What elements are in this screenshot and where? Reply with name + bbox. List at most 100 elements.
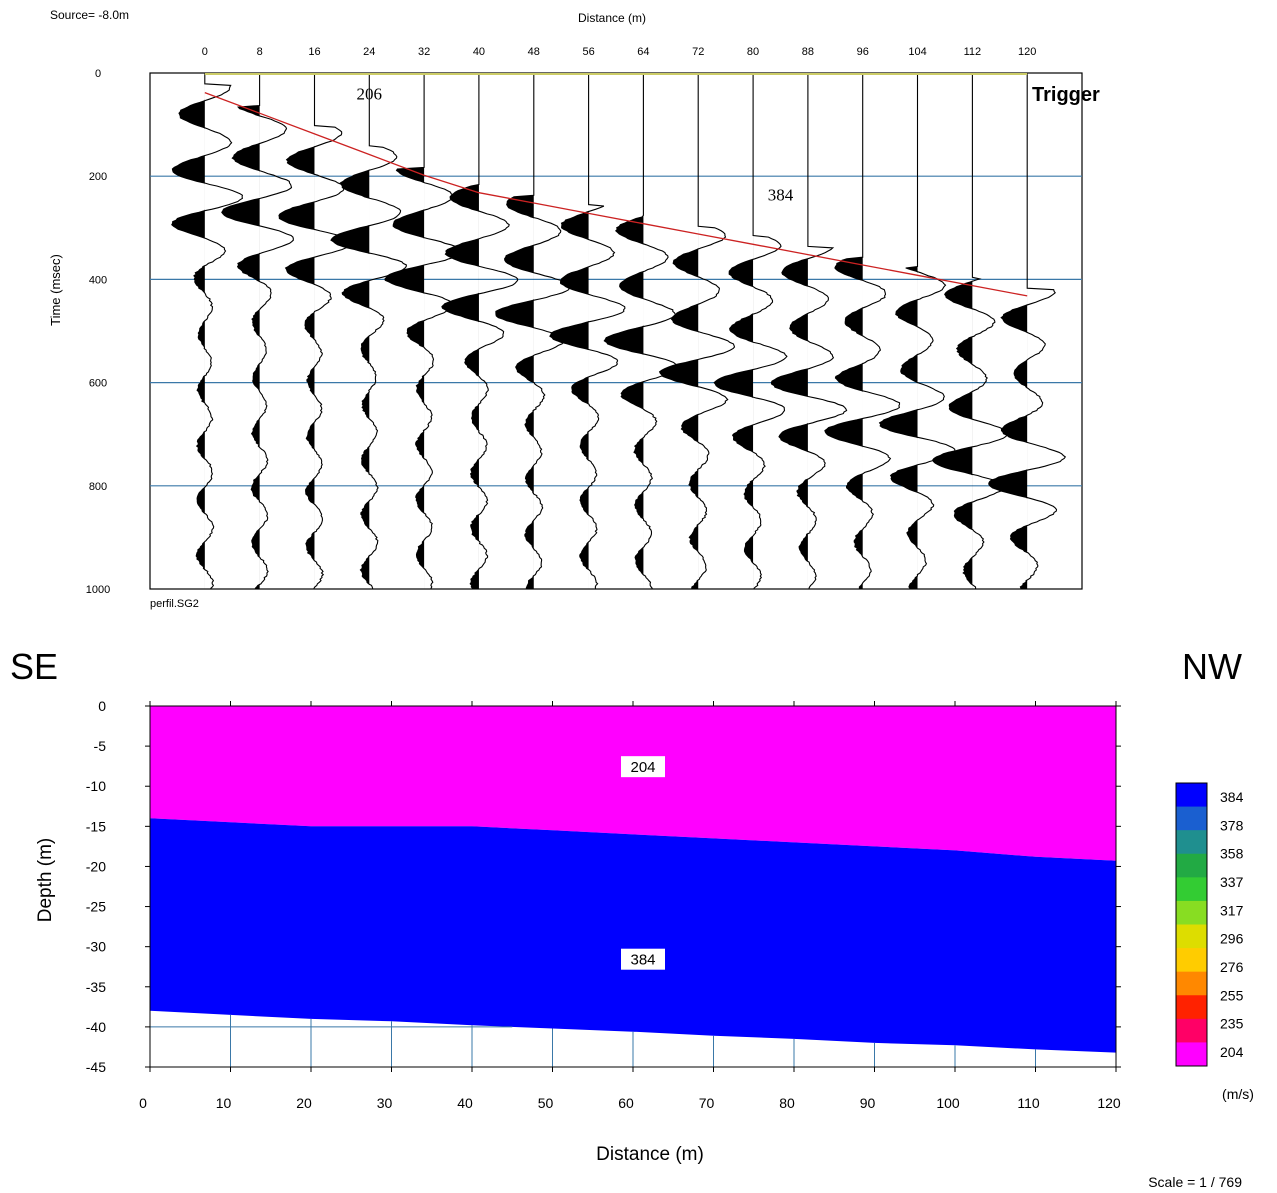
seismogram-x-tick: 8 — [257, 46, 263, 58]
model-y-tick: -35 — [86, 979, 106, 995]
seismogram-x-tick-labels: 0 8 16 24 32 40 48 56 64 72 80 88 96 104 112 120 — [202, 46, 1037, 58]
model-y-tick: -30 — [86, 939, 106, 955]
seismic-trace — [824, 73, 901, 589]
velocity-layers — [150, 706, 1116, 1053]
model-x-tick: 10 — [216, 1095, 232, 1111]
seismogram-y-tick: 800 — [89, 481, 107, 493]
trace-fill — [221, 73, 260, 589]
seismogram-x-axis-label: Distance (m) — [578, 11, 646, 25]
seismogram-x-tick: 40 — [473, 46, 485, 58]
trace-fill — [659, 73, 699, 589]
seismic-trace — [171, 73, 244, 589]
seismic-trace — [278, 73, 354, 589]
model-axes — [145, 701, 1121, 1072]
trace-fill — [604, 73, 644, 589]
trace-waveform — [441, 73, 519, 589]
seismogram-x-tick: 32 — [418, 46, 430, 58]
colorbar-label: 204 — [1220, 1044, 1244, 1060]
colorbar-unit-label: (m/s) — [1222, 1086, 1254, 1102]
colorbar-label: 255 — [1220, 987, 1244, 1003]
colorbar-label: 235 — [1220, 1016, 1244, 1032]
model-y-tick: 0 — [98, 698, 106, 714]
seismogram-x-tick: 48 — [528, 46, 540, 58]
model-x-tick: 70 — [699, 1095, 715, 1111]
model-x-tick: 60 — [618, 1095, 634, 1111]
colorbar-segment — [1176, 853, 1207, 878]
seismic-trace — [658, 73, 736, 589]
trace-fill — [932, 73, 973, 589]
seismogram-y-tick: 0 — [95, 68, 101, 80]
colorbar-frame — [1175, 782, 1208, 1067]
layer-velocity-labels: 204 384 — [621, 756, 665, 970]
model-x-tick: 50 — [538, 1095, 554, 1111]
colorbar-label: 358 — [1220, 846, 1244, 862]
trace-waveform — [330, 73, 407, 589]
trace-fill — [714, 73, 754, 589]
trace-waveform — [278, 73, 354, 589]
trace-fill — [171, 73, 205, 589]
trace-waveform — [549, 73, 626, 589]
seismogram-x-tick: 80 — [747, 46, 759, 58]
seismogram-velocity-label: 384 — [768, 185, 794, 204]
seismic-trace — [932, 73, 1008, 589]
model-y-tick: -20 — [86, 858, 106, 874]
colorbar-segment — [1176, 924, 1207, 949]
direction-right-label: NW — [1182, 646, 1242, 687]
seismogram-y-tick: 200 — [89, 171, 107, 183]
seismic-trace — [441, 73, 519, 589]
trace-waveform — [713, 73, 788, 589]
trace-waveform — [824, 73, 901, 589]
seismogram-x-tick: 104 — [908, 46, 926, 58]
model-y-tick: -10 — [86, 778, 106, 794]
velocity-model-panel: 0 10 20 30 40 50 60 70 80 90 100 110 120 0 -5 -10 -15 -2… — [35, 698, 1254, 1190]
scale-label: Scale = 1 / 769 — [1148, 1174, 1242, 1190]
seismic-trace — [330, 73, 407, 589]
colorbar-segment — [1176, 783, 1207, 808]
trace-fill — [824, 73, 863, 589]
seismogram-velocity-labels: 206 384 — [357, 85, 794, 205]
model-x-tick: 80 — [779, 1095, 795, 1111]
model-y-tick: -15 — [86, 818, 106, 834]
colorbar-segment — [1176, 806, 1207, 831]
direction-left-label: SE — [10, 646, 58, 687]
trace-waveform — [988, 73, 1067, 589]
model-x-tick: 100 — [936, 1095, 960, 1111]
seismogram-x-tick: 0 — [202, 46, 208, 58]
model-x-tick: 30 — [377, 1095, 393, 1111]
seismic-trace — [988, 73, 1067, 589]
model-x-tick: 120 — [1097, 1095, 1121, 1111]
seismogram-y-tick: 600 — [89, 378, 107, 390]
trace-waveform — [658, 73, 736, 589]
layer-label-box — [621, 756, 665, 778]
trace-waveform — [221, 73, 294, 589]
model-y-tick: -45 — [86, 1059, 106, 1075]
seismic-trace — [603, 73, 680, 589]
seismic-trace — [770, 73, 848, 589]
trace-fill — [331, 73, 370, 589]
model-x-tick: 90 — [860, 1095, 876, 1111]
layer-label-box — [621, 948, 665, 970]
seismogram-velocity-label: 206 — [357, 85, 383, 104]
file-label: perfil.SG2 — [150, 598, 199, 610]
velocity-colorbar: 384 378 358 337 317 296 276 255 235 204 — [1175, 782, 1244, 1067]
colorbar-segment — [1176, 877, 1207, 902]
colorbar-segment — [1176, 995, 1207, 1020]
seismic-traces — [171, 73, 1067, 589]
seismogram-x-tick: 56 — [582, 46, 594, 58]
source-label: Source= -8.0m — [50, 8, 129, 22]
seismogram-x-tick: 112 — [964, 46, 982, 58]
trace-fill — [879, 73, 918, 589]
model-y-tick: -25 — [86, 899, 106, 915]
seismogram-y-tick: 1000 — [86, 584, 110, 596]
seismogram-y-axis-label: Time (msec) — [48, 254, 63, 326]
colorbar-segment — [1176, 1042, 1207, 1067]
seismic-trace — [549, 73, 626, 589]
seismic-trace — [713, 73, 788, 589]
layer-2-fill — [150, 818, 1116, 1053]
trace-waveform — [495, 73, 571, 589]
trace-fill — [279, 73, 315, 589]
model-x-tick: 110 — [1017, 1095, 1040, 1111]
trace-fill — [549, 73, 589, 589]
colorbar-label: 317 — [1220, 902, 1244, 918]
